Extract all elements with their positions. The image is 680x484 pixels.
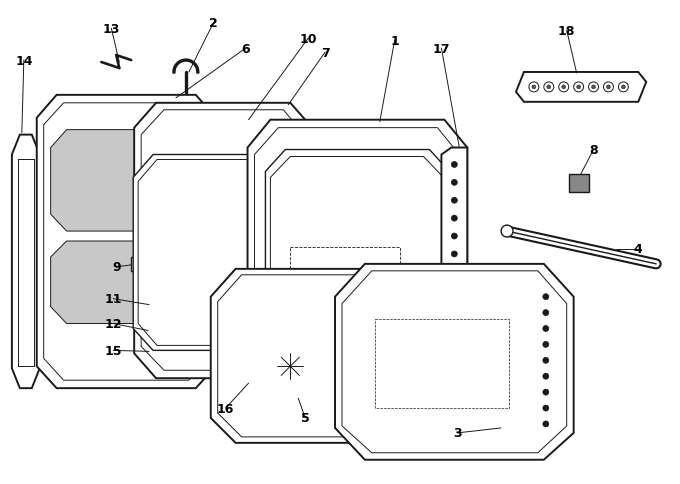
Circle shape bbox=[452, 305, 458, 311]
Polygon shape bbox=[342, 271, 566, 453]
Polygon shape bbox=[51, 242, 197, 324]
Circle shape bbox=[543, 389, 549, 395]
Text: 10: 10 bbox=[299, 32, 317, 45]
Polygon shape bbox=[265, 150, 449, 347]
Circle shape bbox=[543, 405, 549, 411]
Polygon shape bbox=[131, 257, 154, 271]
Circle shape bbox=[452, 323, 458, 329]
Polygon shape bbox=[138, 160, 288, 346]
Polygon shape bbox=[290, 247, 400, 309]
Circle shape bbox=[543, 421, 549, 427]
Polygon shape bbox=[568, 175, 589, 193]
Polygon shape bbox=[218, 275, 388, 437]
Circle shape bbox=[603, 83, 613, 92]
Polygon shape bbox=[134, 104, 312, 378]
Polygon shape bbox=[141, 110, 304, 370]
Circle shape bbox=[577, 86, 581, 90]
Circle shape bbox=[543, 326, 549, 332]
Circle shape bbox=[559, 83, 568, 92]
Circle shape bbox=[190, 158, 204, 172]
Text: 16: 16 bbox=[217, 402, 235, 415]
Polygon shape bbox=[248, 121, 467, 374]
Polygon shape bbox=[51, 130, 197, 231]
Circle shape bbox=[452, 251, 458, 257]
Text: 18: 18 bbox=[558, 25, 575, 38]
Text: 1: 1 bbox=[390, 34, 399, 47]
Circle shape bbox=[452, 269, 458, 275]
Circle shape bbox=[622, 86, 626, 90]
Text: 2: 2 bbox=[209, 17, 218, 30]
Circle shape bbox=[452, 198, 458, 204]
Circle shape bbox=[547, 86, 551, 90]
Polygon shape bbox=[516, 73, 646, 103]
Circle shape bbox=[148, 326, 158, 336]
Circle shape bbox=[452, 216, 458, 222]
Circle shape bbox=[618, 83, 628, 92]
Circle shape bbox=[452, 162, 458, 168]
Circle shape bbox=[562, 86, 566, 90]
Circle shape bbox=[241, 369, 256, 383]
Polygon shape bbox=[375, 319, 509, 408]
Text: 15: 15 bbox=[105, 344, 122, 357]
Circle shape bbox=[452, 180, 458, 186]
Circle shape bbox=[191, 331, 203, 343]
Polygon shape bbox=[211, 269, 394, 443]
Text: 9: 9 bbox=[112, 261, 120, 274]
Text: 8: 8 bbox=[590, 144, 598, 157]
Circle shape bbox=[607, 86, 611, 90]
Text: 12: 12 bbox=[105, 318, 122, 331]
Text: 6: 6 bbox=[241, 43, 250, 56]
Text: 5: 5 bbox=[301, 411, 309, 424]
Polygon shape bbox=[133, 155, 292, 350]
Text: 13: 13 bbox=[103, 23, 120, 36]
Circle shape bbox=[589, 83, 598, 92]
Circle shape bbox=[452, 234, 458, 240]
Polygon shape bbox=[37, 96, 216, 388]
Polygon shape bbox=[335, 264, 574, 460]
Circle shape bbox=[543, 358, 549, 363]
Text: 4: 4 bbox=[634, 243, 643, 256]
Circle shape bbox=[543, 294, 549, 300]
Circle shape bbox=[574, 83, 583, 92]
Circle shape bbox=[544, 83, 554, 92]
Text: 7: 7 bbox=[321, 46, 330, 60]
Text: 3: 3 bbox=[453, 426, 462, 439]
Text: 14: 14 bbox=[15, 54, 33, 67]
Polygon shape bbox=[12, 136, 39, 388]
Circle shape bbox=[543, 310, 549, 316]
Circle shape bbox=[529, 83, 539, 92]
Circle shape bbox=[149, 349, 157, 358]
Circle shape bbox=[592, 86, 596, 90]
Circle shape bbox=[543, 374, 549, 379]
Text: 17: 17 bbox=[432, 43, 450, 56]
Polygon shape bbox=[44, 104, 209, 380]
Circle shape bbox=[543, 342, 549, 348]
Circle shape bbox=[452, 287, 458, 293]
Circle shape bbox=[532, 86, 536, 90]
Polygon shape bbox=[271, 157, 443, 342]
Polygon shape bbox=[254, 128, 459, 366]
Circle shape bbox=[194, 162, 200, 168]
Circle shape bbox=[501, 226, 513, 238]
Polygon shape bbox=[441, 148, 467, 347]
Text: 11: 11 bbox=[105, 292, 122, 305]
